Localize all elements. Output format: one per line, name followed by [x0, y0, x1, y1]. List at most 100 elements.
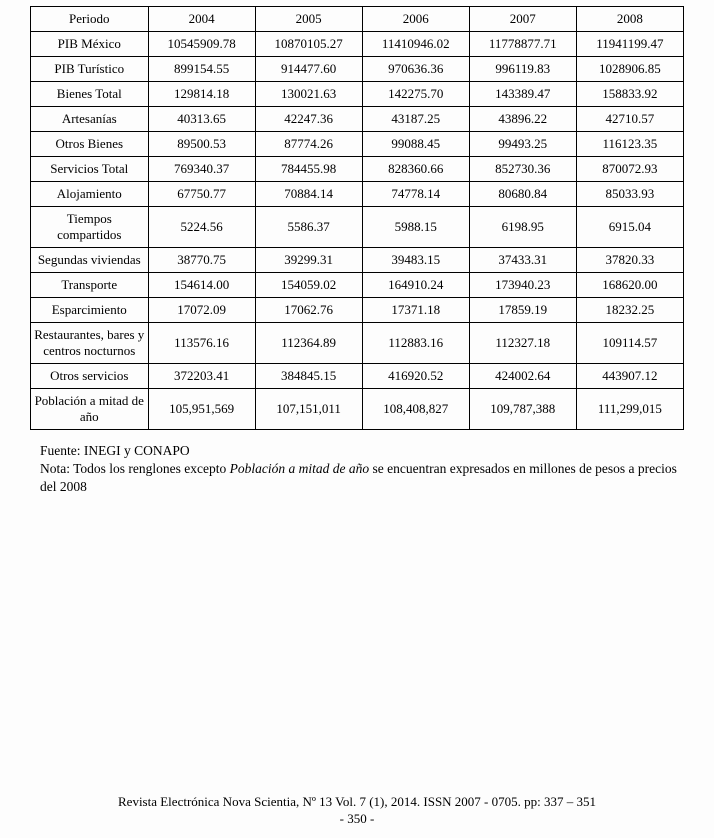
cell: 17859.19 [469, 298, 576, 323]
row-label: Tiempos compartidos [31, 207, 149, 248]
cell: 5586.37 [255, 207, 362, 248]
table-row: Restaurantes, bares y centros nocturnos1… [31, 323, 684, 364]
cell: 372203.41 [148, 364, 255, 389]
row-label: Población a mitad de año [31, 389, 149, 430]
cell: 42710.57 [576, 107, 683, 132]
cell: 111,299,015 [576, 389, 683, 430]
cell: 112327.18 [469, 323, 576, 364]
cell: 74778.14 [362, 182, 469, 207]
cell: 17062.76 [255, 298, 362, 323]
cell: 43896.22 [469, 107, 576, 132]
row-label: PIB México [31, 32, 149, 57]
page-footer: Revista Electrónica Nova Scientia, Nº 13… [0, 794, 714, 828]
footer-page-number: - 350 - [0, 811, 714, 828]
row-label: Segundas viviendas [31, 248, 149, 273]
row-label: Otros servicios [31, 364, 149, 389]
cell: 6915.04 [576, 207, 683, 248]
cell: 109,787,388 [469, 389, 576, 430]
cell: 164910.24 [362, 273, 469, 298]
cell: 130021.63 [255, 82, 362, 107]
cell: 870072.93 [576, 157, 683, 182]
cell: 116123.35 [576, 132, 683, 157]
cell: 40313.65 [148, 107, 255, 132]
cell: 5988.15 [362, 207, 469, 248]
col-header: 2004 [148, 7, 255, 32]
cell: 129814.18 [148, 82, 255, 107]
cell: 112364.89 [255, 323, 362, 364]
cell: 142275.70 [362, 82, 469, 107]
cell: 899154.55 [148, 57, 255, 82]
cell: 852730.36 [469, 157, 576, 182]
table-row: Transporte154614.00154059.02164910.24173… [31, 273, 684, 298]
cell: 10545909.78 [148, 32, 255, 57]
table-header-row: Periodo 2004 2005 2006 2007 2008 [31, 7, 684, 32]
cell: 154059.02 [255, 273, 362, 298]
cell: 914477.60 [255, 57, 362, 82]
cell: 168620.00 [576, 273, 683, 298]
cell: 970636.36 [362, 57, 469, 82]
cell: 996119.83 [469, 57, 576, 82]
cell: 39483.15 [362, 248, 469, 273]
cell: 769340.37 [148, 157, 255, 182]
cell: 416920.52 [362, 364, 469, 389]
cell: 89500.53 [148, 132, 255, 157]
cell: 43187.25 [362, 107, 469, 132]
table-notes: Fuente: INEGI y CONAPO Nota: Todos los r… [30, 442, 684, 497]
row-label: Bienes Total [31, 82, 149, 107]
table-row: PIB Turístico899154.55914477.60970636.36… [31, 57, 684, 82]
table-row: Artesanías40313.6542247.3643187.2543896.… [31, 107, 684, 132]
row-label: Otros Bienes [31, 132, 149, 157]
cell: 784455.98 [255, 157, 362, 182]
cell: 80680.84 [469, 182, 576, 207]
row-label: Restaurantes, bares y centros nocturnos [31, 323, 149, 364]
col-header: 2006 [362, 7, 469, 32]
table-row: Otros Bienes89500.5387774.2699088.459949… [31, 132, 684, 157]
cell: 99493.25 [469, 132, 576, 157]
row-label: Transporte [31, 273, 149, 298]
row-label: Servicios Total [31, 157, 149, 182]
cell: 10870105.27 [255, 32, 362, 57]
cell: 828360.66 [362, 157, 469, 182]
cell: 85033.93 [576, 182, 683, 207]
cell: 1028906.85 [576, 57, 683, 82]
cell: 87774.26 [255, 132, 362, 157]
cell: 11941199.47 [576, 32, 683, 57]
cell: 6198.95 [469, 207, 576, 248]
note-line: Nota: Todos los renglones excepto Poblac… [40, 460, 684, 496]
cell: 70884.14 [255, 182, 362, 207]
cell: 17072.09 [148, 298, 255, 323]
cell: 384845.15 [255, 364, 362, 389]
col-header: Periodo [31, 7, 149, 32]
table-row: Servicios Total769340.37784455.98828360.… [31, 157, 684, 182]
table-row: Esparcimiento17072.0917062.7617371.18178… [31, 298, 684, 323]
col-header: 2005 [255, 7, 362, 32]
table-row: Población a mitad de año105,951,569107,1… [31, 389, 684, 430]
cell: 11410946.02 [362, 32, 469, 57]
row-label: PIB Turístico [31, 57, 149, 82]
row-label: Esparcimiento [31, 298, 149, 323]
source-line: Fuente: INEGI y CONAPO [40, 442, 684, 460]
cell: 39299.31 [255, 248, 362, 273]
col-header: 2007 [469, 7, 576, 32]
cell: 113576.16 [148, 323, 255, 364]
table-row: Alojamiento67750.7770884.1474778.1480680… [31, 182, 684, 207]
cell: 18232.25 [576, 298, 683, 323]
table-row: Otros servicios372203.41384845.15416920.… [31, 364, 684, 389]
cell: 37433.31 [469, 248, 576, 273]
col-header: 2008 [576, 7, 683, 32]
cell: 424002.64 [469, 364, 576, 389]
cell: 173940.23 [469, 273, 576, 298]
cell: 443907.12 [576, 364, 683, 389]
note-italic: Población a mitad de año [230, 461, 369, 476]
cell: 5224.56 [148, 207, 255, 248]
footer-journal-line: Revista Electrónica Nova Scientia, Nº 13… [0, 794, 714, 811]
table-row: Bienes Total129814.18130021.63142275.701… [31, 82, 684, 107]
cell: 11778877.71 [469, 32, 576, 57]
cell: 37820.33 [576, 248, 683, 273]
cell: 38770.75 [148, 248, 255, 273]
cell: 143389.47 [469, 82, 576, 107]
row-label: Alojamiento [31, 182, 149, 207]
cell: 158833.92 [576, 82, 683, 107]
cell: 42247.36 [255, 107, 362, 132]
cell: 107,151,011 [255, 389, 362, 430]
